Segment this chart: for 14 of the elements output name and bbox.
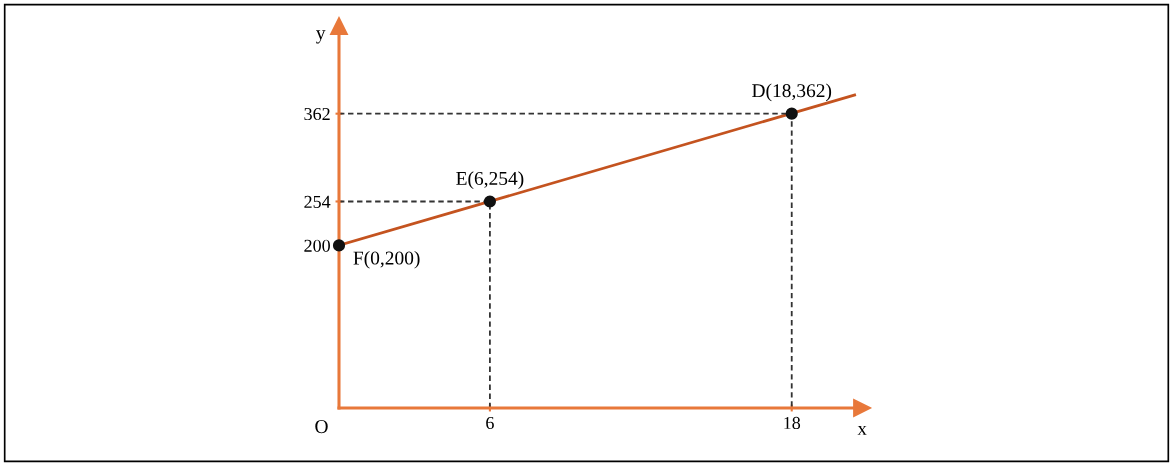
annotation: D(18,362) [752,83,832,102]
x-axis-title: x [857,425,867,435]
text: O [315,420,328,434]
annotation: F(0,200) [353,250,420,269]
x-tick-label: 18 [784,416,801,430]
annotation: E(6,254) [456,171,524,189]
y-tick-label: 200 [304,239,330,252]
y-tick-label: 254 [304,195,331,208]
point [785,107,798,120]
x-tick-label: 6 [486,416,494,430]
y-tick-label: 362 [304,107,330,121]
point [332,239,346,252]
point [483,195,496,208]
y-axis-title: y [316,30,326,44]
